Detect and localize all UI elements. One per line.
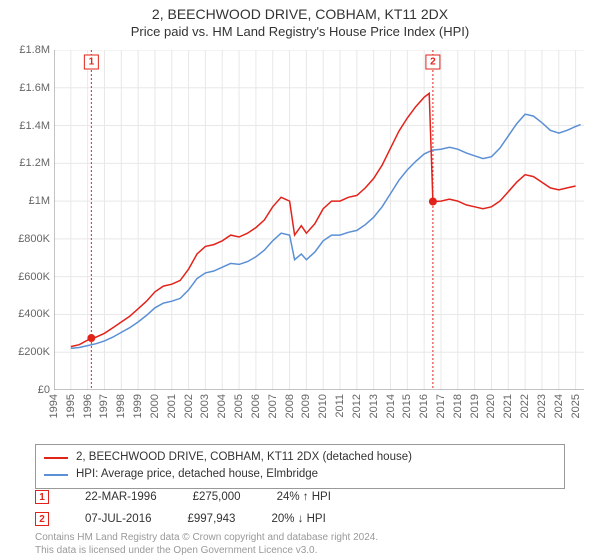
x-tick-label: 2006 [250, 394, 262, 418]
x-tick-label: 1998 [115, 394, 127, 418]
legend-item-hpi: HPI: Average price, detached house, Elmb… [44, 466, 556, 483]
x-tick-label: 2008 [284, 394, 296, 418]
y-tick-label: £200K [18, 346, 50, 358]
x-tick-label: 2002 [183, 394, 195, 418]
legend-swatch-price-paid [44, 457, 68, 459]
x-tick-label: 2012 [351, 394, 363, 418]
x-tick-label: 2019 [469, 394, 481, 418]
y-tick-label: £1M [29, 195, 50, 207]
x-tick-label: 1999 [132, 394, 144, 418]
svg-text:1: 1 [89, 57, 95, 68]
y-tick-label: £800K [18, 233, 50, 245]
x-tick-label: 2000 [149, 394, 161, 418]
x-axis-labels: 1994199519961997199819992000200120022003… [54, 394, 584, 440]
chart-svg: 12 [54, 50, 584, 390]
sale-delta-1: 24% ↑ HPI [277, 491, 331, 503]
title-address: 2, BEECHWOOD DRIVE, COBHAM, KT11 2DX [0, 6, 600, 22]
sale-price-2: £997,943 [187, 513, 235, 525]
chart-area: £0£200K£400K£600K£800K£1M£1.2M£1.4M£1.6M… [54, 50, 584, 390]
x-tick-label: 2007 [267, 394, 279, 418]
sale-marker-2-num: 2 [39, 514, 45, 525]
x-tick-label: 2005 [233, 394, 245, 418]
sale-price-1: £275,000 [193, 491, 241, 503]
x-tick-label: 2003 [199, 394, 211, 418]
y-tick-label: £1.8M [19, 44, 50, 56]
legend-label-price-paid: 2, BEECHWOOD DRIVE, COBHAM, KT11 2DX (de… [76, 449, 412, 466]
sale-row-1: 1 22-MAR-1996 £275,000 24% ↑ HPI [35, 490, 565, 504]
sale-marker-1: 1 [35, 490, 49, 504]
footer-line-1: Contains HM Land Registry data © Crown c… [35, 532, 378, 545]
y-axis-labels: £0£200K£400K£600K£800K£1M£1.2M£1.4M£1.6M… [4, 50, 50, 390]
footer-line-2: This data is licensed under the Open Gov… [35, 545, 378, 558]
x-tick-label: 2014 [385, 394, 397, 418]
x-tick-label: 2025 [570, 394, 582, 418]
y-tick-label: £1.6M [19, 82, 50, 94]
x-tick-label: 1996 [82, 394, 94, 418]
title-subtitle: Price paid vs. HM Land Registry's House … [0, 24, 600, 39]
x-tick-label: 2009 [300, 394, 312, 418]
x-tick-label: 2013 [368, 394, 380, 418]
x-tick-label: 2004 [216, 394, 228, 418]
x-tick-label: 2024 [553, 394, 565, 418]
sale-marker-2: 2 [35, 512, 49, 526]
x-tick-label: 1994 [48, 394, 60, 418]
y-tick-label: £400K [18, 308, 50, 320]
x-tick-label: 2022 [519, 394, 531, 418]
x-tick-label: 2020 [485, 394, 497, 418]
chart-container: 2, BEECHWOOD DRIVE, COBHAM, KT11 2DX Pri… [0, 0, 600, 560]
sale-date-2: 07-JUL-2016 [85, 513, 151, 525]
y-tick-label: £1.2M [19, 157, 50, 169]
legend-box: 2, BEECHWOOD DRIVE, COBHAM, KT11 2DX (de… [35, 444, 565, 489]
title-block: 2, BEECHWOOD DRIVE, COBHAM, KT11 2DX Pri… [0, 0, 600, 41]
x-tick-label: 2011 [334, 394, 346, 418]
x-tick-label: 2021 [502, 394, 514, 418]
x-tick-label: 2016 [418, 394, 430, 418]
legend-swatch-hpi [44, 474, 68, 476]
sale-date-1: 22-MAR-1996 [85, 491, 157, 503]
x-tick-label: 2017 [435, 394, 447, 418]
x-tick-label: 2001 [166, 394, 178, 418]
x-tick-label: 2018 [452, 394, 464, 418]
x-tick-label: 1995 [65, 394, 77, 418]
x-tick-label: 1997 [98, 394, 110, 418]
x-tick-label: 2015 [401, 394, 413, 418]
y-tick-label: £1.4M [19, 120, 50, 132]
legend-label-hpi: HPI: Average price, detached house, Elmb… [76, 466, 318, 483]
sale-delta-2: 20% ↓ HPI [271, 513, 325, 525]
y-tick-label: £600K [18, 271, 50, 283]
legend-item-price-paid: 2, BEECHWOOD DRIVE, COBHAM, KT11 2DX (de… [44, 449, 556, 466]
x-tick-label: 2023 [536, 394, 548, 418]
x-tick-label: 2010 [317, 394, 329, 418]
sale-marker-1-num: 1 [39, 492, 45, 503]
sale-row-2: 2 07-JUL-2016 £997,943 20% ↓ HPI [35, 512, 565, 526]
footer-attribution: Contains HM Land Registry data © Crown c… [35, 532, 378, 557]
svg-text:2: 2 [430, 57, 436, 68]
